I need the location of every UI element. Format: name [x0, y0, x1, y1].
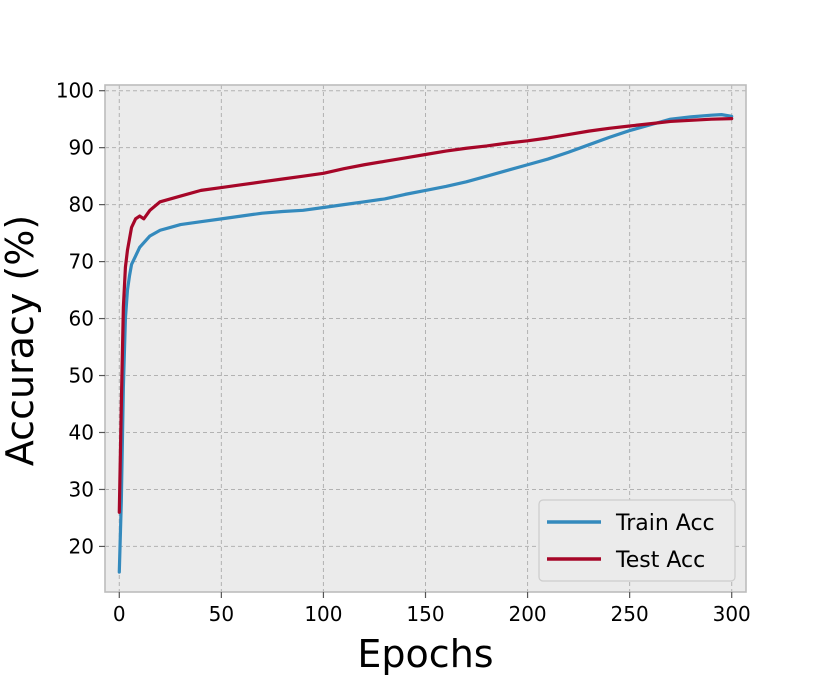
y-tick-label: 40	[69, 420, 94, 444]
grid-lines	[105, 85, 746, 592]
series-line-train-acc	[117, 113, 734, 574]
y-tick-label: 80	[69, 193, 94, 217]
legend-label: Test Acc	[615, 548, 705, 573]
series-line-test-acc	[117, 117, 734, 514]
legend: Train Acc Test Acc	[538, 499, 736, 582]
y-tick-label: 30	[69, 477, 94, 501]
series-layer	[117, 113, 734, 574]
y-tick-label: 50	[69, 364, 94, 388]
y-tick-label: 90	[69, 136, 94, 160]
x-tick-label: 250	[611, 602, 649, 626]
x-tick-label: 300	[713, 602, 751, 626]
x-tick-label: 100	[304, 602, 342, 626]
x-tick-label: 0	[113, 602, 126, 626]
y-tick-label: 100	[56, 79, 94, 103]
x-tick-label: 150	[406, 602, 444, 626]
y-tick-label: 60	[69, 307, 94, 331]
y-axis-title: Accuracy (%)	[0, 215, 42, 466]
y-tick-label: 70	[69, 250, 94, 274]
x-axis-title: Epochs	[357, 632, 493, 676]
x-tick-label: 50	[209, 602, 234, 626]
x-tick-label: 200	[508, 602, 546, 626]
y-tick-label: 20	[69, 534, 94, 558]
legend-label: Train Acc	[615, 511, 715, 536]
axis-ticks: 0 50 100 150 200 250 300 20 30 40 50 60 70 80 90 100	[56, 79, 751, 626]
